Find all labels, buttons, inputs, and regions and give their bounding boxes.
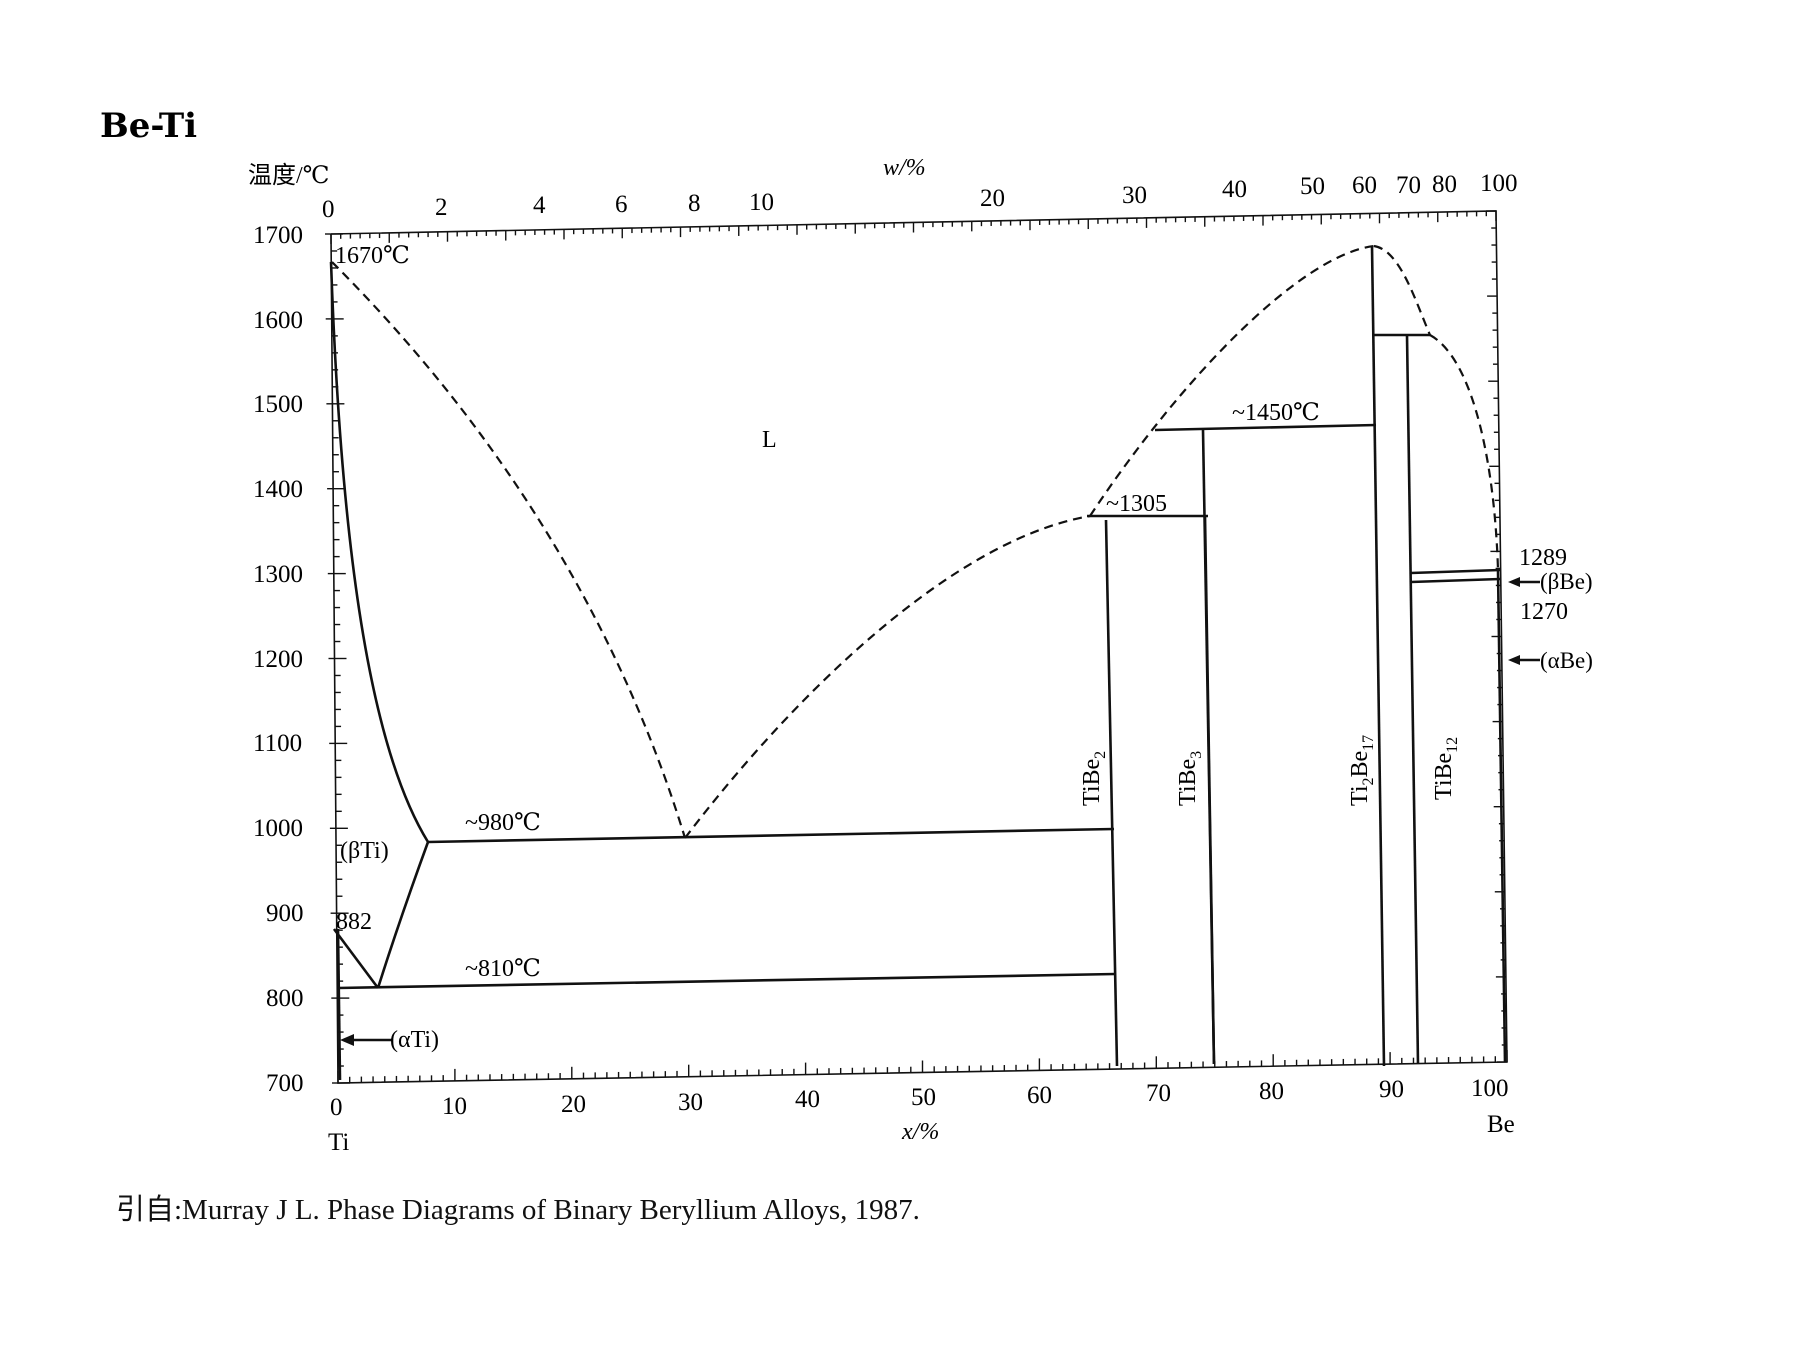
y-tick-1200: 1200 [253,646,303,673]
top-tick-8: 8 [688,190,701,217]
beta-be-label: (βBe) [1540,569,1593,594]
ti-transition-label: 882 [336,909,372,935]
bottom-tick-10: 10 [442,1093,467,1120]
liquid-label: L [762,427,777,453]
liquidus-tibe2-side [684,514,1091,839]
top-tick-labels: 0 2 4 6 8 10 20 30 40 50 60 70 80 100 [322,170,1518,223]
top-axis-title: w/% [883,155,926,181]
bottom-tick-50: 50 [911,1084,936,1111]
eutectic-980-label: ~980℃ [465,810,541,836]
y-tick-1000: 1000 [253,815,303,842]
ti2be17-left-line [1370,245,1386,1067]
y-tick-1100: 1100 [253,730,302,757]
bottom-tick-60: 60 [1027,1082,1052,1109]
tick-marks [325,210,1508,1084]
y-tick-1700: 1700 [253,222,303,249]
y-tick-1600: 1600 [253,307,303,334]
tibe12-left-line [1405,334,1420,1065]
bottom-tick-0: 0 [330,1094,343,1121]
liquidus-tibe3-side [1089,244,1375,517]
beta-ti-solvus-line [376,841,430,989]
alpha-be-arrow-head [1508,655,1520,665]
liquidus-be-side [1429,334,1500,571]
left-element-label: Ti [328,1129,349,1156]
liquidus-ti-side [331,261,687,839]
alpha-ti-arrow-head [340,1034,354,1046]
top-tick-80: 80 [1432,171,1457,198]
diagram-title: Be-Ti [100,106,197,146]
eutectic-980-line [427,827,1115,844]
y-tick-1500: 1500 [253,391,303,418]
top-tick-70: 70 [1396,172,1421,199]
alpha-ti-label: (αTi) [390,1027,439,1053]
source-caption: 引自:Murray J L. Phase Diagrams of Binary … [116,1194,920,1226]
y-tick-700: 700 [266,1070,304,1097]
bottom-tick-70: 70 [1146,1080,1171,1107]
y-axis-title: 温度/℃ [248,162,330,189]
y-tick-labels: 1700 1600 1500 1400 1300 1200 1100 1000 … [253,222,304,1097]
ti2be17-label: Ti2Be17 [1347,735,1377,806]
top-tick-4: 4 [533,192,546,219]
tibe2-label: TiBe2 [1079,751,1109,806]
alpha-ti-boundary-line [336,928,342,1081]
top-tick-100: 100 [1480,170,1518,197]
top-tick-50: 50 [1300,173,1325,200]
be-1289-line [1410,568,1501,575]
peritectic-1305-label: ~1305 [1106,491,1167,517]
top-tick-20: 20 [980,185,1005,212]
tibe3-label: TiBe3 [1175,751,1205,806]
bottom-tick-40: 40 [795,1086,820,1113]
tibe12-label: TiBe12 [1431,737,1461,800]
top-tick-60: 60 [1352,172,1377,199]
bottom-tick-30: 30 [678,1089,703,1116]
plot-frame [330,210,1508,1084]
bottom-tick-90: 90 [1379,1076,1404,1103]
bottom-tick-labels: 0 10 20 30 40 50 60 70 80 90 100 [330,1075,1509,1121]
be-1270-label: 1270 [1520,599,1568,625]
alpha-be-label: (αBe) [1540,648,1593,673]
tibe2-line [1104,519,1119,1067]
bottom-tick-80: 80 [1259,1078,1284,1105]
bottom-tick-20: 20 [561,1091,586,1118]
tibe3-right-line [1201,429,1216,1065]
beta-be-arrow-head [1508,577,1520,587]
liquidus-curves [331,244,1500,839]
phase-labels: 1670℃ L (βTi) 882 (αTi) ~980℃ ~810℃ ~130… [335,243,1593,1053]
liquidus-ti2be17-side [1373,244,1432,336]
solid-phase-boundaries [329,245,1507,1081]
bottom-axis-title: x/% [901,1119,939,1145]
y-tick-1400: 1400 [253,476,303,503]
be-solvus-line [1496,569,1507,1063]
arrows [340,577,1540,1046]
bottom-tick-100: 100 [1471,1075,1509,1102]
top-tick-40: 40 [1222,176,1247,203]
peritectic-1450-label: ~1450℃ [1232,400,1320,426]
top-tick-0: 0 [322,196,335,223]
alpha-beta-transus-line [332,928,380,989]
y-tick-900: 900 [266,900,304,927]
top-tick-30: 30 [1122,182,1147,209]
eutectoid-810-line [337,972,1116,990]
peritectic-1450-line [1154,423,1377,432]
top-tick-10: 10 [749,189,774,216]
right-element-label: Be [1487,1111,1515,1138]
be-1289-label: 1289 [1519,545,1567,571]
y-tick-1300: 1300 [253,561,303,588]
beta-ti-solidus-line [329,261,430,843]
ti-melting-label: 1670℃ [335,243,410,269]
be-1270-line [1410,577,1501,584]
eutectoid-810-label: ~810℃ [465,956,541,982]
y-tick-800: 800 [266,985,304,1012]
beta-ti-label: (βTi) [340,838,389,864]
top-tick-2: 2 [435,194,448,221]
top-tick-6: 6 [615,191,628,218]
